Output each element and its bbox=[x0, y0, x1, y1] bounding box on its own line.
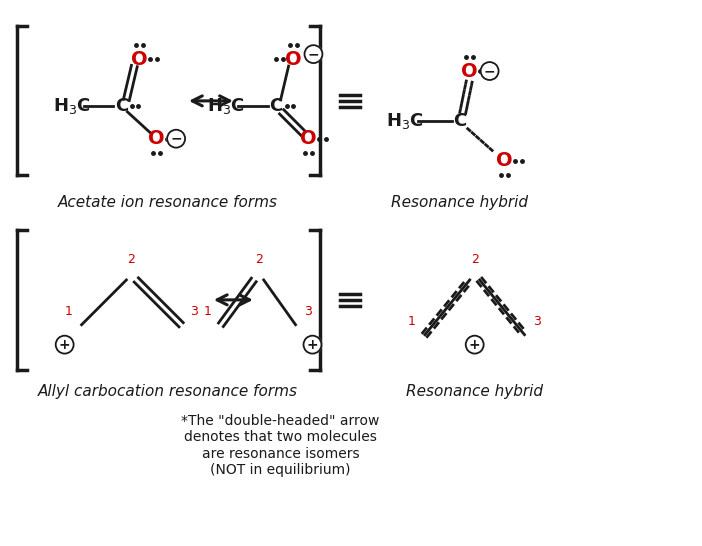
Text: C: C bbox=[114, 97, 128, 115]
Text: 3: 3 bbox=[305, 305, 312, 318]
Circle shape bbox=[481, 62, 498, 80]
Text: 1: 1 bbox=[408, 315, 416, 328]
Text: H$_3$C: H$_3$C bbox=[53, 96, 91, 116]
Text: O: O bbox=[496, 151, 513, 170]
Text: +: + bbox=[59, 337, 70, 352]
Text: 2: 2 bbox=[127, 253, 135, 265]
Text: C: C bbox=[269, 97, 282, 115]
Text: +: + bbox=[307, 337, 318, 352]
Text: O: O bbox=[148, 129, 164, 148]
Text: +: + bbox=[469, 337, 480, 352]
Circle shape bbox=[167, 130, 185, 147]
Text: O: O bbox=[300, 129, 317, 148]
Text: H$_3$C: H$_3$C bbox=[386, 111, 424, 131]
Text: 2: 2 bbox=[255, 253, 263, 265]
Text: 3: 3 bbox=[534, 315, 541, 328]
Text: −: − bbox=[307, 47, 319, 61]
Text: Resonance hybrid: Resonance hybrid bbox=[406, 384, 543, 400]
Text: Resonance hybrid: Resonance hybrid bbox=[391, 195, 529, 210]
Text: Acetate ion resonance forms: Acetate ion resonance forms bbox=[58, 195, 278, 210]
Text: −: − bbox=[484, 64, 496, 78]
Text: 2: 2 bbox=[471, 253, 479, 265]
Text: O: O bbox=[285, 50, 302, 69]
Text: 1: 1 bbox=[65, 305, 72, 318]
Text: −: − bbox=[171, 132, 182, 146]
Circle shape bbox=[305, 45, 322, 63]
Text: *The "double-headed" arrow
denotes that two molecules
are resonance isomers
(NOT: *The "double-headed" arrow denotes that … bbox=[181, 414, 380, 477]
Text: 1: 1 bbox=[204, 305, 212, 318]
Text: O: O bbox=[461, 62, 478, 80]
Circle shape bbox=[465, 336, 484, 354]
Text: Allyl carbocation resonance forms: Allyl carbocation resonance forms bbox=[38, 384, 298, 400]
Text: O: O bbox=[131, 50, 147, 69]
Text: 3: 3 bbox=[190, 305, 198, 318]
Circle shape bbox=[303, 336, 322, 354]
Circle shape bbox=[55, 336, 74, 354]
Text: C: C bbox=[453, 112, 466, 130]
Text: H$_3$C: H$_3$C bbox=[207, 96, 245, 116]
